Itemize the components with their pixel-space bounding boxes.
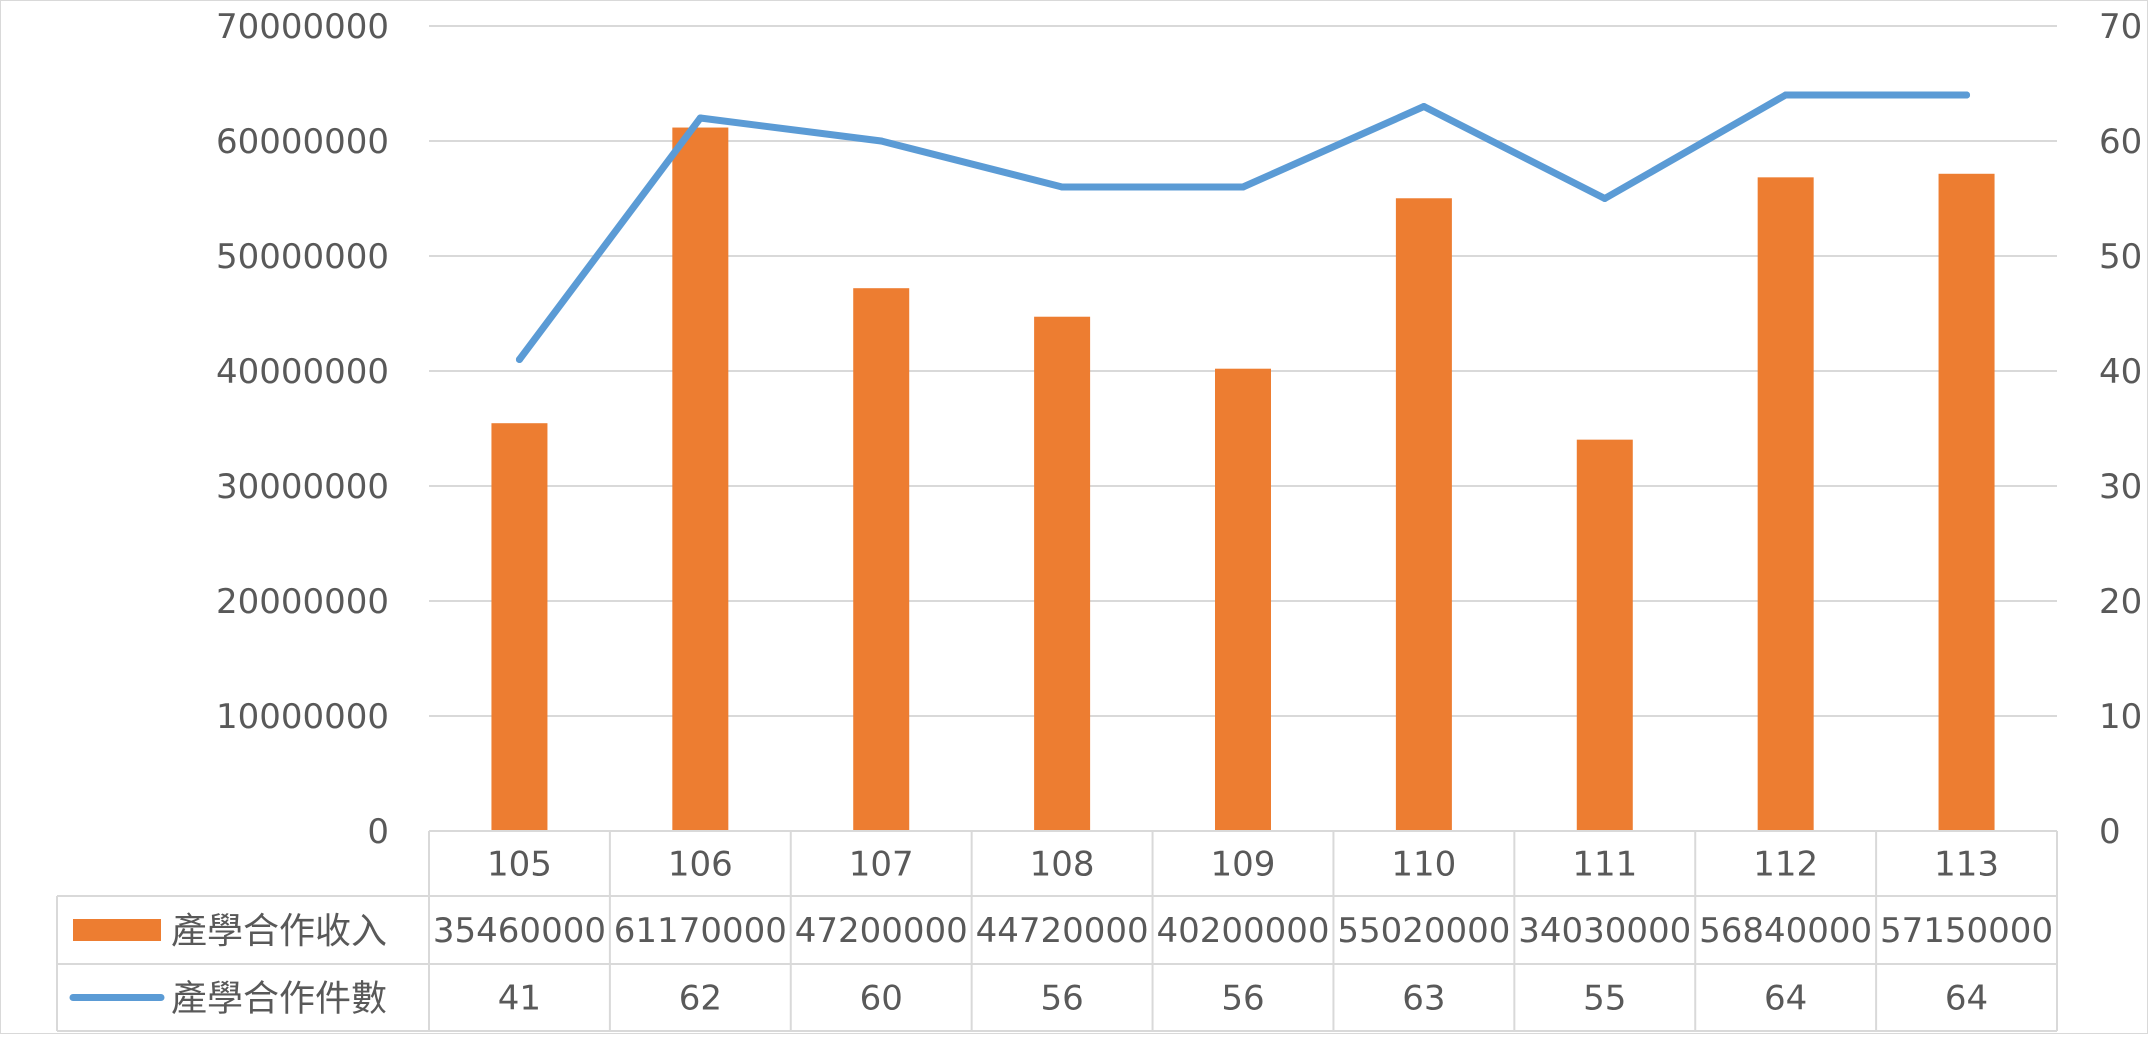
y-left-tick-label: 0 <box>367 812 389 852</box>
line-point-111 <box>1601 195 1609 202</box>
y-left-tick-label: 30000000 <box>216 467 389 507</box>
table-cell: 56 <box>1040 979 1083 1019</box>
bar-107 <box>853 288 910 831</box>
line-point-112 <box>1782 91 1790 99</box>
line-point-107 <box>877 137 885 145</box>
bar-110 <box>1395 198 1452 831</box>
table-cell: 41 <box>498 979 541 1019</box>
line-point-113 <box>1963 91 1971 99</box>
x-category-label: 106 <box>668 845 733 885</box>
table-cell: 64 <box>1764 979 1807 1019</box>
y-right-tick-label: 70 <box>2099 7 2142 47</box>
line-point-108 <box>1058 183 1066 191</box>
bar-113 <box>1938 173 1995 831</box>
y-left-tick-label: 40000000 <box>216 352 389 392</box>
x-category-label: 113 <box>1934 845 1999 885</box>
table-cell: 64 <box>1945 979 1988 1019</box>
y-left-tick-label: 60000000 <box>216 122 389 162</box>
y-right-tick-label: 50 <box>2099 237 2142 277</box>
count-line-layer <box>515 91 1971 363</box>
y-left-tick-label: 20000000 <box>216 582 389 622</box>
table-cell: 63 <box>1402 979 1445 1019</box>
x-category-label: 112 <box>1753 845 1818 885</box>
bar-108 <box>1034 316 1091 832</box>
count-line <box>515 91 1971 363</box>
table-cell: 47200000 <box>795 911 968 951</box>
series-label: 產學合作收入 <box>171 911 387 952</box>
y-right-tick-label: 10 <box>2099 697 2142 737</box>
y-right-tick-label: 30 <box>2099 467 2142 507</box>
y-right-tick-label: 60 <box>2099 122 2142 162</box>
bar-105 <box>491 423 548 831</box>
y-left-tick-label: 50000000 <box>216 237 389 277</box>
bar-112 <box>1757 177 1814 832</box>
y-left-tick-label: 70000000 <box>216 7 389 47</box>
table-cell: 34030000 <box>1518 911 1691 951</box>
table-cell: 55020000 <box>1337 911 1510 951</box>
table-cell: 40200000 <box>1156 911 1329 951</box>
bar-111 <box>1576 439 1633 831</box>
x-category-label: 109 <box>1211 845 1276 885</box>
table-cell: 44720000 <box>976 911 1149 951</box>
line-point-109 <box>1239 183 1247 191</box>
table-cell: 35460000 <box>433 911 606 951</box>
x-category-label: 111 <box>1572 845 1637 885</box>
y-right-tick-label: 40 <box>2099 352 2142 392</box>
y-right-tick-label: 0 <box>2099 812 2121 852</box>
data-table: 105 106 107 108 109 110 111 112 113 產學合作收入 3546000… <box>56 830 2058 1032</box>
bar-106 <box>672 127 729 832</box>
table-cell: 57150000 <box>1880 911 2053 951</box>
line-point-110 <box>1420 103 1428 110</box>
x-category-label: 108 <box>1030 845 1095 885</box>
table-cell: 60 <box>860 979 903 1019</box>
x-category-label: 107 <box>849 845 914 885</box>
line-point-105 <box>515 356 523 363</box>
table-cell: 62 <box>679 979 722 1019</box>
table-cell: 56 <box>1221 979 1264 1019</box>
bar-109 <box>1215 368 1271 831</box>
y-left-tick-label: 10000000 <box>216 697 389 737</box>
legend-key-bar <box>73 919 161 941</box>
x-category-label: 105 <box>487 845 552 885</box>
axes: 0 10000000 20000000 30000000 40000000 5000000… <box>216 7 2142 852</box>
line-point-106 <box>696 114 704 122</box>
table-cell: 56840000 <box>1699 911 1872 951</box>
table-cell: 61170000 <box>614 911 787 951</box>
y-right-tick-label: 20 <box>2099 582 2142 622</box>
x-category-label: 110 <box>1391 845 1456 885</box>
revenue-bars <box>491 127 1995 832</box>
series-label: 產學合作件數 <box>171 979 387 1020</box>
table-cell: 55 <box>1583 979 1626 1019</box>
